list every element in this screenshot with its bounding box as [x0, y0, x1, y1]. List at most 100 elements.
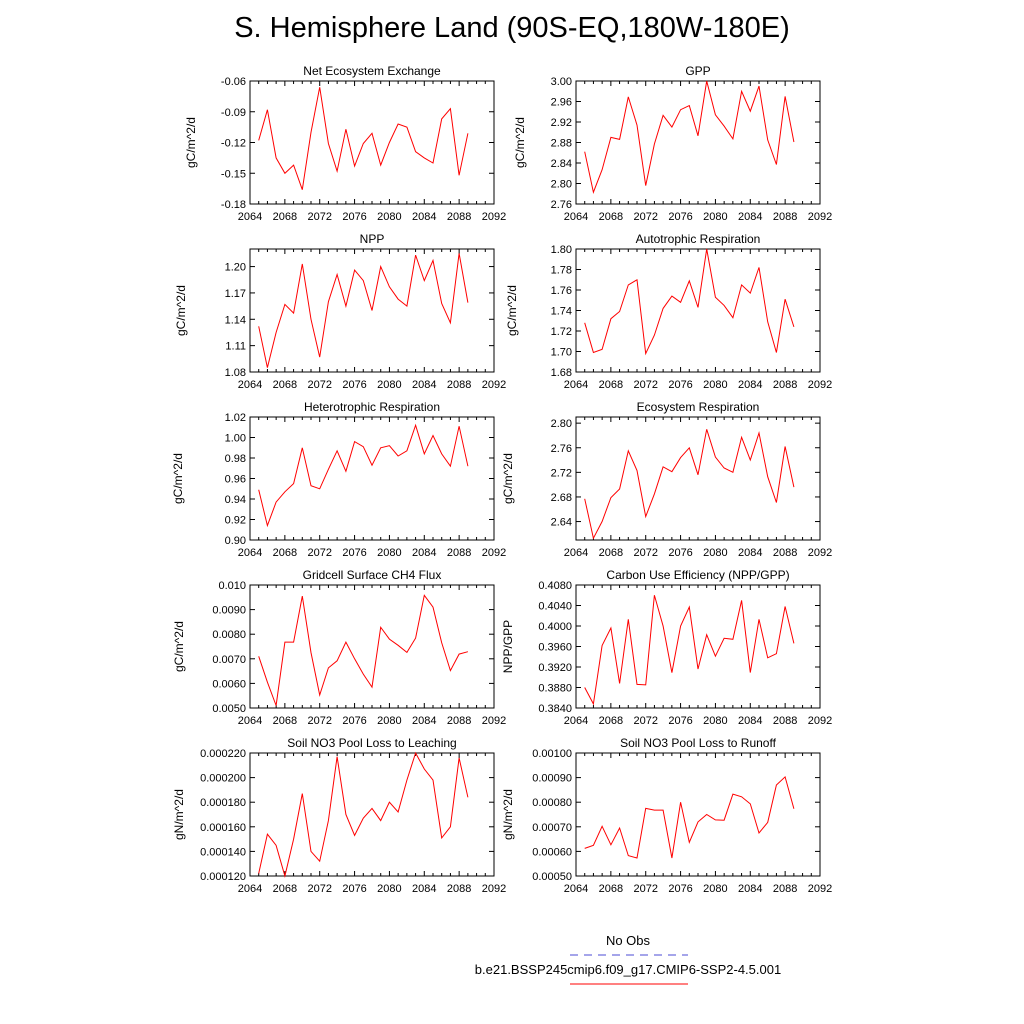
- page-title: S. Hemisphere Land (90S-EQ,180W-180E): [234, 12, 790, 44]
- y-tick-label: 0.4040: [538, 601, 572, 613]
- x-tick-label: 2068: [273, 211, 297, 223]
- x-tick-label: 2064: [564, 715, 588, 727]
- y-tick-label: 0.0050: [212, 703, 246, 715]
- series-line: [258, 594, 469, 706]
- panel-title: GPP: [685, 64, 710, 78]
- y-tick-label: 1.08: [225, 367, 246, 379]
- x-tick-label: 2084: [412, 883, 436, 895]
- x-tick-label: 2072: [307, 211, 331, 223]
- y-tick-label: 0.0080: [212, 629, 246, 641]
- x-tick-label: 2080: [703, 715, 727, 727]
- y-tick-label: 0.4000: [538, 621, 572, 633]
- x-tick-label: 2064: [238, 379, 262, 391]
- x-tick-label: 2084: [412, 211, 436, 223]
- x-tick-label: 2088: [773, 379, 797, 391]
- y-axis-label: gC/m^2/d: [505, 285, 519, 336]
- series-line: [258, 423, 469, 528]
- x-tick-label: 2072: [633, 547, 657, 559]
- x-tick-label: 2068: [599, 715, 623, 727]
- panel-frame: [575, 584, 821, 709]
- x-tick-label: 2064: [564, 211, 588, 223]
- y-tick-label: 0.00090: [532, 773, 572, 785]
- series-line: [258, 253, 469, 368]
- y-tick-label: 2.64: [551, 517, 572, 529]
- x-tick-label: 2092: [482, 883, 506, 895]
- panel-title: Soil NO3 Pool Loss to Leaching: [287, 736, 456, 750]
- x-tick-label: 2064: [564, 883, 588, 895]
- x-tick-label: 2076: [668, 547, 692, 559]
- panel-10: Soil NO3 Pool Loss to Runoff 2064 2068 2072…: [501, 736, 832, 895]
- y-tick-label: 2.88: [551, 138, 572, 150]
- y-tick-label: 2.76: [551, 443, 572, 455]
- y-tick-label: -0.18: [221, 199, 246, 211]
- y-tick-label: 2.72: [551, 467, 572, 479]
- y-tick-label: 1.02: [225, 412, 246, 424]
- y-tick-label: 0.00050: [532, 871, 572, 883]
- x-tick-label: 2072: [307, 379, 331, 391]
- x-tick-label: 2068: [273, 715, 297, 727]
- y-tick-label: 0.92: [225, 515, 246, 527]
- x-tick-label: 2064: [564, 547, 588, 559]
- x-tick-label: 2072: [633, 211, 657, 223]
- y-tick-label: 0.96: [225, 474, 246, 486]
- y-tick-label: 1.00: [225, 433, 246, 445]
- x-tick-label: 2076: [342, 715, 366, 727]
- y-tick-label: 0.000220: [200, 748, 246, 760]
- y-axis-label: gC/m^2/d: [184, 117, 198, 168]
- y-axis-label: gC/m^2/d: [171, 453, 185, 504]
- x-tick-label: 2088: [447, 379, 471, 391]
- panel-title: Carbon Use Efficiency (NPP/GPP): [606, 568, 789, 582]
- panel-title: Gridcell Surface CH4 Flux: [303, 568, 442, 582]
- x-tick-label: 2084: [412, 379, 436, 391]
- y-tick-label: 0.0070: [212, 654, 246, 666]
- x-tick-label: 2076: [668, 379, 692, 391]
- y-tick-label: -0.06: [221, 76, 246, 88]
- x-tick-label: 2064: [238, 547, 262, 559]
- y-axis-label: NPP/GPP: [501, 620, 515, 673]
- y-tick-label: 0.90: [225, 535, 246, 547]
- y-axis-label: gC/m^2/d: [172, 621, 186, 672]
- y-tick-label: 2.96: [551, 97, 572, 109]
- y-tick-label: 0.000160: [200, 822, 246, 834]
- x-tick-label: 2092: [808, 715, 832, 727]
- x-tick-label: 2072: [633, 883, 657, 895]
- x-tick-label: 2080: [377, 715, 401, 727]
- x-tick-label: 2084: [738, 211, 762, 223]
- panel-title: Soil NO3 Pool Loss to Runoff: [620, 736, 777, 750]
- y-axis-label: gC/m^2/d: [501, 453, 515, 504]
- panel-title: Heterotrophic Respiration: [304, 400, 440, 414]
- x-tick-label: 2076: [668, 715, 692, 727]
- x-tick-label: 2068: [273, 547, 297, 559]
- y-tick-label: 0.3840: [538, 703, 572, 715]
- x-tick-label: 2088: [773, 883, 797, 895]
- x-tick-label: 2084: [412, 715, 436, 727]
- panel-7: Gridcell Surface CH4 Flux 2064 2068 2072 207…: [172, 568, 506, 727]
- x-tick-label: 2068: [273, 379, 297, 391]
- y-tick-label: 0.0060: [212, 678, 246, 690]
- y-tick-label: 1.76: [551, 285, 572, 297]
- series-line: [584, 595, 795, 706]
- y-tick-label: 0.000140: [200, 846, 246, 858]
- panel-1: Net Ecosystem Exchange 2064 2068 2072 2076 20…: [184, 64, 506, 223]
- y-tick-label: 2.92: [551, 117, 572, 129]
- y-tick-label: 0.00070: [532, 822, 572, 834]
- x-tick-label: 2064: [238, 883, 262, 895]
- x-tick-label: 2072: [307, 547, 331, 559]
- x-tick-label: 2068: [599, 379, 623, 391]
- panel-6: Ecosystem Respiration 2064 2068 2072 2076 208…: [501, 400, 832, 559]
- y-tick-label: 1.78: [551, 265, 572, 277]
- x-tick-label: 2076: [668, 211, 692, 223]
- x-tick-label: 2088: [773, 715, 797, 727]
- x-tick-label: 2088: [773, 211, 797, 223]
- x-tick-label: 2068: [599, 547, 623, 559]
- y-tick-label: 0.3920: [538, 662, 572, 674]
- y-tick-label: -0.12: [221, 138, 246, 150]
- y-tick-label: 0.00100: [532, 748, 572, 760]
- x-tick-label: 2064: [564, 379, 588, 391]
- y-tick-label: 0.00080: [532, 797, 572, 809]
- x-tick-label: 2084: [738, 715, 762, 727]
- y-tick-label: 1.11: [225, 341, 246, 353]
- x-tick-label: 2092: [808, 211, 832, 223]
- x-tick-label: 2092: [808, 547, 832, 559]
